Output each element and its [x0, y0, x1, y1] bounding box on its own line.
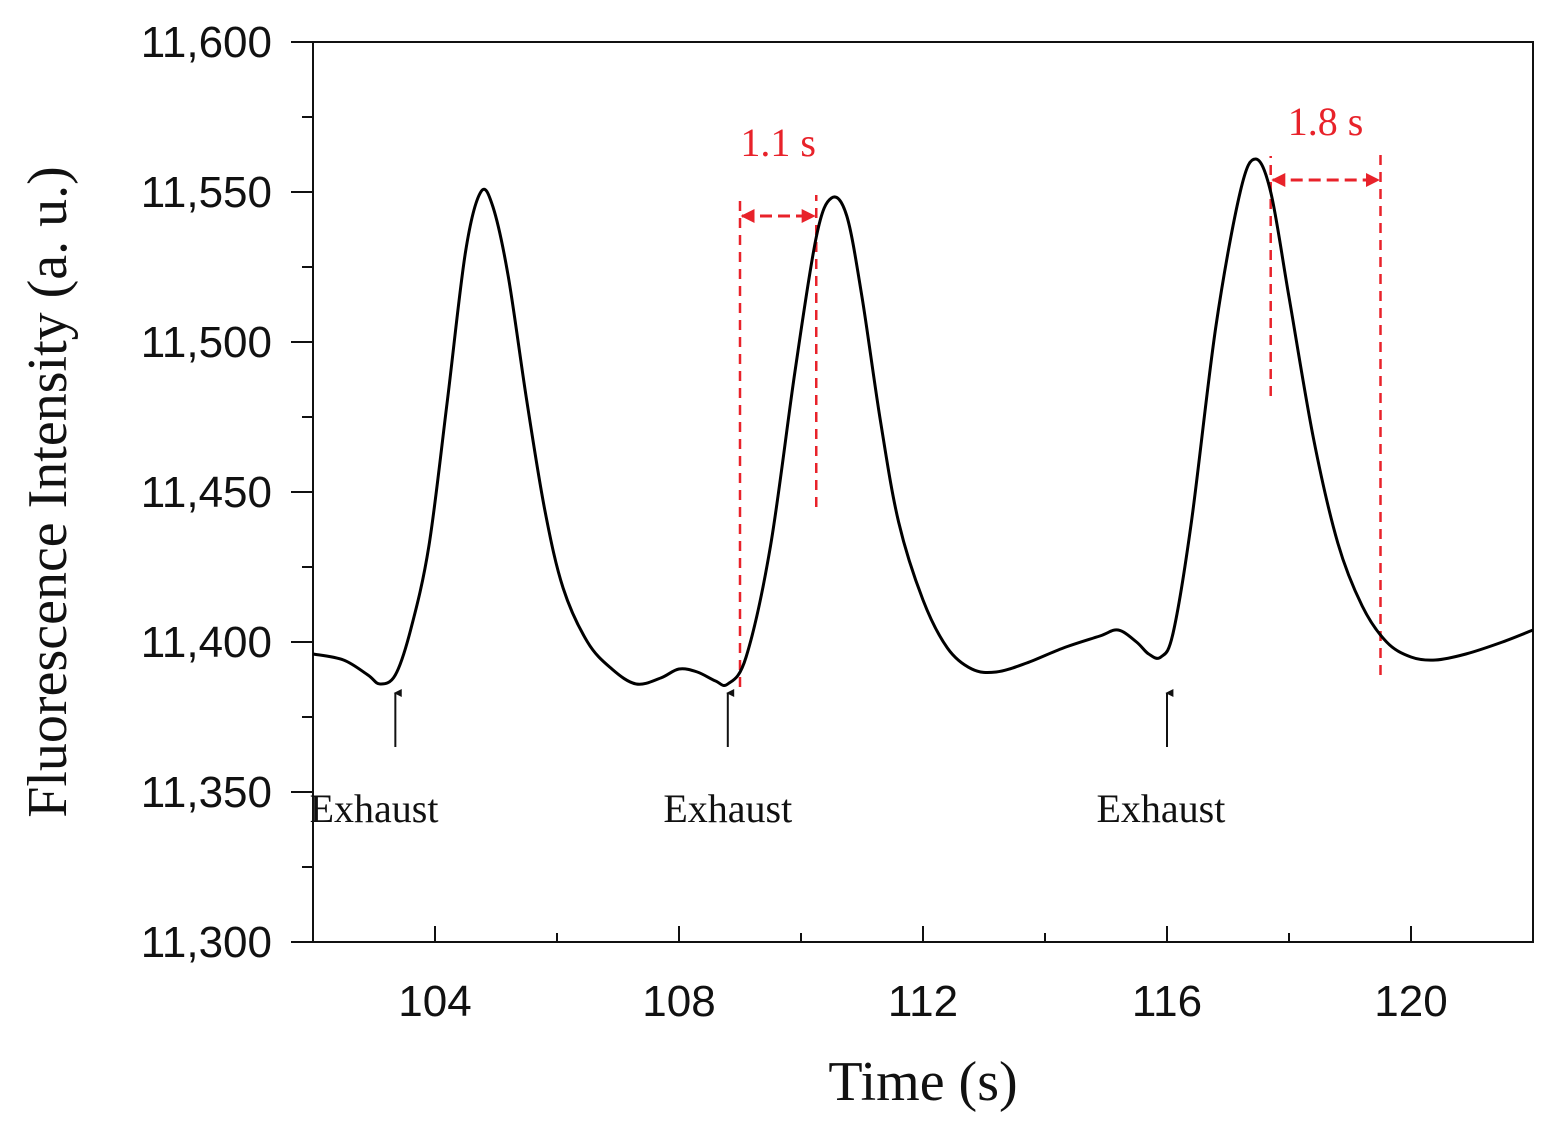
y-tick-label: 11,300 — [141, 918, 272, 967]
y-axis-title: Fluorescence Intensity (a. u.) — [17, 166, 79, 818]
x-tick-label: 112 — [888, 977, 958, 1026]
exhaust-label: Exhaust — [1096, 786, 1225, 831]
x-axis: 104 108 112 116 120 — [312, 926, 1534, 1026]
y-tick-label: 11,450 — [141, 468, 272, 517]
series-group — [312, 157, 1534, 687]
x-tick-label: 120 — [1374, 977, 1447, 1026]
interval-label: 1.8 s — [1288, 99, 1364, 144]
x-axis-title: Time (s) — [828, 1051, 1017, 1113]
y-tick-label: 11,550 — [141, 168, 272, 217]
series-line — [312, 157, 1534, 687]
y-tick-label: 11,400 — [141, 618, 272, 667]
y-tick-label: 11,500 — [141, 318, 272, 367]
exhaust-annotations: Exhaust Exhaust Exhaust — [310, 689, 1225, 831]
x-tick-label: 108 — [642, 977, 715, 1026]
x-tick-label: 116 — [1132, 977, 1202, 1026]
interval-annotations: 1.1 s 1.8 s — [738, 99, 1382, 687]
interval-label: 1.1 s — [740, 120, 816, 165]
exhaust-label: Exhaust — [310, 786, 439, 831]
exhaust-label: Exhaust — [663, 786, 792, 831]
plot-area: 11,300 11,350 11,400 11,450 11,500 11,550 11,6… — [141, 18, 1534, 1026]
plot-frame — [312, 41, 1534, 943]
y-tick-label: 11,350 — [141, 768, 272, 817]
y-axis: 11,300 11,350 11,400 11,450 11,500 11,550 11,6… — [141, 18, 313, 967]
x-tick-label: 104 — [398, 977, 471, 1026]
y-tick-label: 11,600 — [141, 18, 272, 67]
